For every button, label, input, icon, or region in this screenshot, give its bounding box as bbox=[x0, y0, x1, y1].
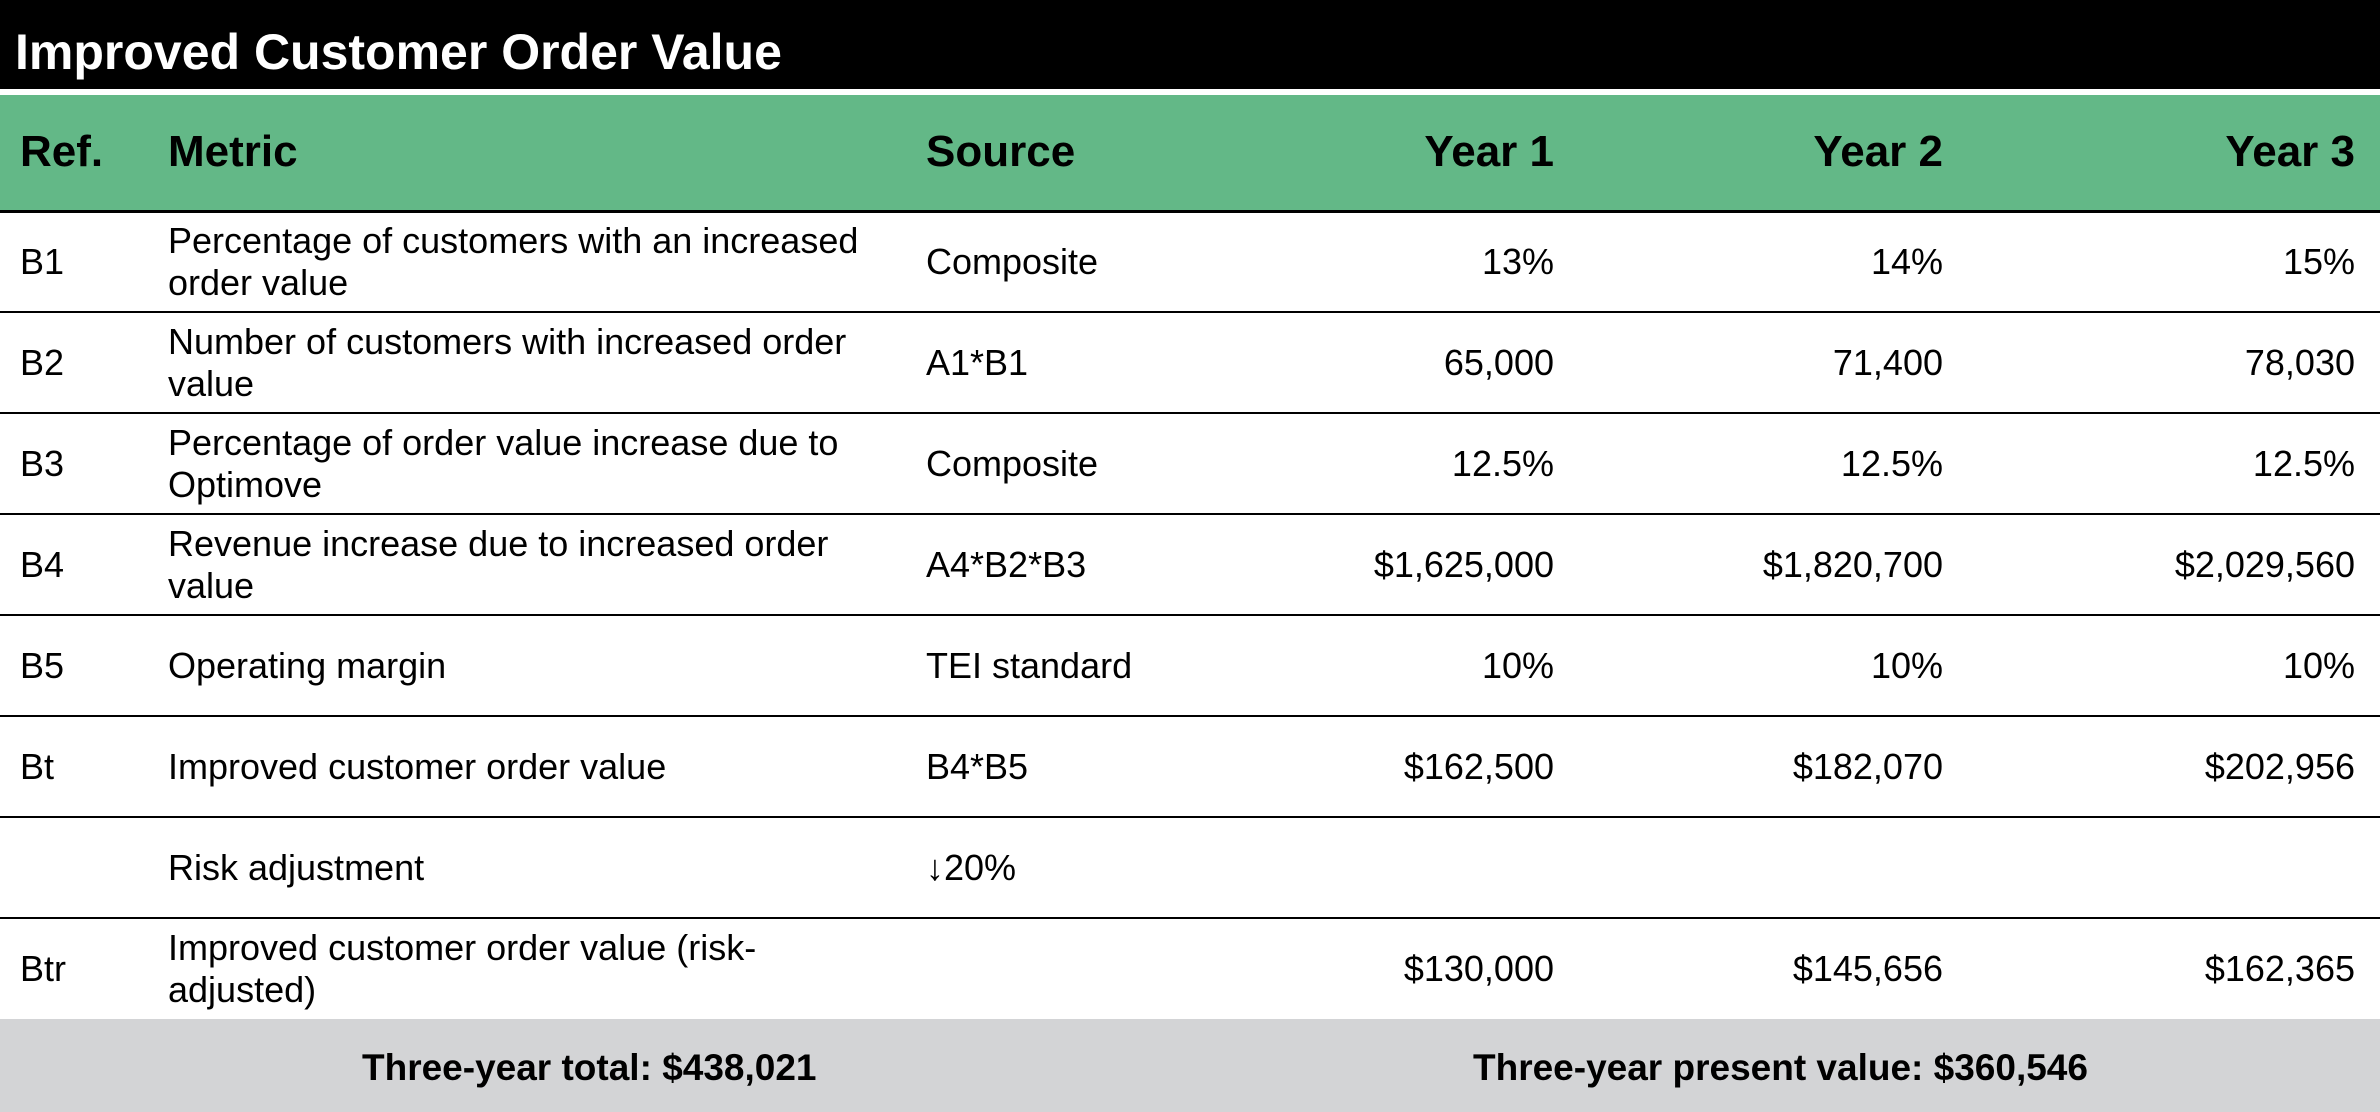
header-source: Source bbox=[906, 95, 1276, 213]
table-row: B1 Percentage of customers with an incre… bbox=[0, 211, 2380, 313]
cell-year2: 10% bbox=[1579, 615, 1968, 717]
cell-year1: $1,625,000 bbox=[1276, 514, 1579, 616]
table-row: B2 Number of customers with increased or… bbox=[0, 312, 2380, 414]
cell-year1 bbox=[1276, 817, 1579, 919]
cell-year2: 71,400 bbox=[1579, 312, 1968, 414]
cell-ref: B2 bbox=[0, 312, 168, 414]
cell-source: TEI standard bbox=[906, 615, 1276, 717]
cell-year2 bbox=[1579, 817, 1968, 919]
cell-source: Composite bbox=[906, 211, 1276, 313]
cell-ref: B1 bbox=[0, 211, 168, 313]
table-row: Bt Improved customer order value B4*B5 $… bbox=[0, 716, 2380, 818]
cell-ref: B5 bbox=[0, 615, 168, 717]
cell-source: B4*B5 bbox=[906, 716, 1276, 818]
cell-year2: 12.5% bbox=[1579, 413, 1968, 515]
cell-year1: 65,000 bbox=[1276, 312, 1579, 414]
cell-ref: B4 bbox=[0, 514, 168, 616]
cell-year3 bbox=[1968, 817, 2380, 919]
cell-metric: Percentage of order value increase due t… bbox=[168, 413, 906, 515]
cell-metric: Improved customer order value bbox=[168, 716, 906, 818]
cell-metric: Revenue increase due to increased order … bbox=[168, 514, 906, 616]
table-title: Improved Customer Order Value bbox=[0, 0, 2380, 89]
header-year1: Year 1 bbox=[1276, 95, 1579, 213]
cell-year3: $202,956 bbox=[1968, 716, 2380, 818]
cell-year2: $1,820,700 bbox=[1579, 514, 1968, 616]
cell-year2: $182,070 bbox=[1579, 716, 1968, 818]
cell-source bbox=[906, 918, 1276, 1019]
cell-source: A1*B1 bbox=[906, 312, 1276, 414]
cell-year1: 13% bbox=[1276, 211, 1579, 313]
cell-metric: Risk adjustment bbox=[168, 817, 906, 919]
cell-ref: Bt bbox=[0, 716, 168, 818]
cell-year3: 15% bbox=[1968, 211, 2380, 313]
cell-source: Composite bbox=[906, 413, 1276, 515]
three-year-present-value: Three-year present value: $360,546 bbox=[1473, 1047, 2088, 1088]
cell-year3: 10% bbox=[1968, 615, 2380, 717]
cell-year3: 12.5% bbox=[1968, 413, 2380, 515]
order-value-table: Ref. Metric Source Year 1 Year 2 Year 3 … bbox=[0, 95, 2380, 1019]
table-row: Btr Improved customer order value (risk-… bbox=[0, 918, 2380, 1019]
cell-metric: Operating margin bbox=[168, 615, 906, 717]
cell-year3: $162,365 bbox=[2204, 948, 2355, 989]
header-year3: Year 3 bbox=[1968, 95, 2380, 213]
cell-source: A4*B2*B3 bbox=[906, 514, 1276, 616]
cell-metric: Percentage of customers with an increase… bbox=[168, 211, 906, 313]
cell-year3: 78,030 bbox=[1968, 312, 2380, 414]
header-year2: Year 2 bbox=[1579, 95, 1968, 213]
totals-footer: Three-year total: $438,021 Three-year pr… bbox=[0, 1019, 2380, 1112]
header-row: Ref. Metric Source Year 1 Year 2 Year 3 bbox=[0, 95, 2380, 213]
cell-source: ↓20% bbox=[906, 817, 1276, 919]
cell-year1: $162,500 bbox=[1276, 716, 1579, 818]
cell-year1: 10% bbox=[1276, 615, 1579, 717]
cell-year3: $2,029,560 bbox=[1968, 514, 2380, 616]
cell-metric: Improved customer order value (risk-adju… bbox=[168, 927, 757, 1010]
cell-year2: 14% bbox=[1579, 211, 1968, 313]
cell-ref: B3 bbox=[0, 413, 168, 515]
header-ref: Ref. bbox=[0, 95, 168, 213]
cell-metric: Number of customers with increased order… bbox=[168, 312, 906, 414]
header-metric: Metric bbox=[168, 95, 906, 213]
title-divider bbox=[0, 89, 2380, 95]
cell-year2: $145,656 bbox=[1792, 948, 1943, 989]
cell-year1: $130,000 bbox=[1403, 948, 1554, 989]
cell-year1: 12.5% bbox=[1276, 413, 1579, 515]
table-row: Risk adjustment ↓20% bbox=[0, 817, 2380, 919]
cell-ref bbox=[0, 817, 168, 919]
cell-ref: Btr bbox=[20, 948, 67, 989]
table-row: B5 Operating margin TEI standard 10% 10%… bbox=[0, 615, 2380, 717]
table-row: B4 Revenue increase due to increased ord… bbox=[0, 514, 2380, 616]
three-year-total: Three-year total: $438,021 bbox=[362, 1047, 817, 1088]
table-row: B3 Percentage of order value increase du… bbox=[0, 413, 2380, 515]
